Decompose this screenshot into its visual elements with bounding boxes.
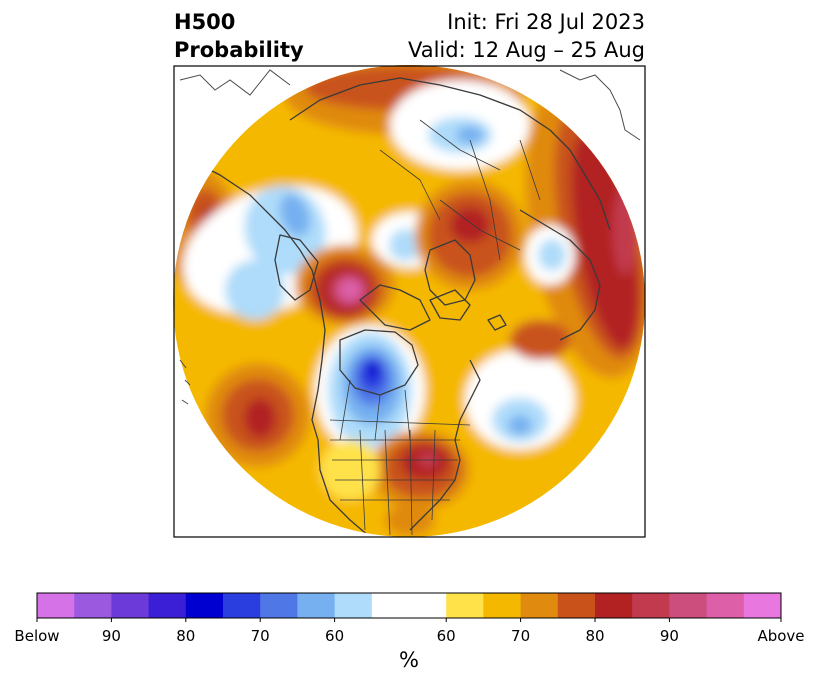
pacific-red-core [244, 398, 276, 438]
us-states-grid [330, 429, 460, 536]
colorbar-tick-label: 80 [176, 627, 196, 645]
colorbar-swatch [743, 593, 782, 618]
northwest-corner-coast [179, 69, 291, 96]
colorbar-swatch [632, 593, 670, 618]
title-right: Init: Fri 28 Jul 2023 Valid: 12 Aug – 25… [408, 8, 645, 64]
colorbar-tick-label: 70 [511, 627, 531, 645]
gulf-orange [385, 504, 435, 536]
gulf-alaska-light-blue [225, 260, 285, 320]
central-asia-red-spot [450, 207, 490, 243]
valid-period: Valid: 12 Aug – 25 Aug [407, 38, 645, 62]
eurasia-north-coast [289, 77, 611, 231]
map-frame [173, 65, 646, 538]
title-product: Probability [174, 38, 304, 62]
iceland [487, 314, 507, 331]
colorbar-tick-label: 60 [325, 627, 345, 645]
canada-darkest-blue [367, 362, 379, 378]
init-date: Init: Fri 28 Jul 2023 [447, 10, 645, 34]
outer-land-lines [179, 69, 641, 405]
north-america-west-coast [189, 159, 371, 537]
colorbar-tick-label: Below [14, 627, 60, 645]
colorbar-swatch [37, 593, 75, 618]
colorbar-tick-label: 60 [436, 627, 456, 645]
colorbar-tick-label: 80 [585, 627, 605, 645]
bering-pink-core [337, 278, 363, 302]
colorbar-swatch [446, 593, 484, 618]
colorbar-swatch [520, 593, 559, 618]
colorbar-swatch [371, 593, 447, 618]
north-blue-core [456, 126, 484, 144]
title-variable: H500 [174, 10, 236, 34]
colorbar-unit-label: % [399, 648, 419, 672]
hudson-bay [339, 329, 419, 396]
north-atlantic-orange-spot [510, 320, 570, 360]
colorbar-frame [36, 592, 782, 619]
colorbar-swatch [74, 593, 112, 618]
colorbar-swatch [185, 593, 224, 618]
title-left: H500 Probability [174, 8, 304, 64]
colorbar-swatch [669, 593, 708, 618]
colorbar-tick-label: 70 [250, 627, 270, 645]
colorbar-swatch [260, 593, 298, 618]
colorbar-swatch [595, 593, 633, 618]
colorbar-swatch [148, 593, 187, 618]
east-red-band [571, 131, 639, 349]
alaska-blue-core [279, 193, 311, 237]
europe-outline [519, 209, 601, 341]
southwest-corner-islands [179, 359, 191, 405]
east-rose-core [613, 185, 637, 275]
asia-country-borders [379, 119, 541, 261]
europe-light-blue [538, 239, 566, 271]
alaska [274, 234, 319, 301]
colorbar-swatch [111, 593, 150, 618]
coastlines-borders [189, 77, 611, 537]
colorbar-tick-label: Above [757, 627, 805, 645]
siberia-light-blue [389, 229, 421, 261]
colorbar-tick-label: 90 [659, 627, 679, 645]
colorbar-swatch [483, 593, 522, 618]
greenland [424, 239, 476, 306]
atlantic-blue-core [508, 415, 532, 435]
colorbar-swatch [334, 593, 373, 618]
colorbar-swatch [297, 593, 336, 618]
colorbar [36, 592, 782, 622]
canada-province-borders [329, 379, 471, 441]
northeast-corner-coast [559, 69, 641, 141]
us-west-yellow [320, 440, 380, 500]
colorbar-tick-label: 90 [101, 627, 121, 645]
colorbar-swatch [706, 593, 745, 618]
colorbar-swatch [223, 593, 261, 618]
arctic-archipelago [359, 284, 471, 331]
colorbar-swatch [557, 593, 596, 618]
